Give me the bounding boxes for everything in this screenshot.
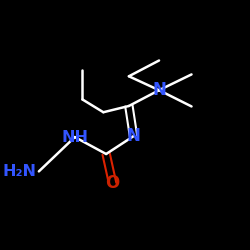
Text: O: O (106, 174, 120, 192)
Text: NH: NH (61, 130, 88, 144)
Text: N: N (126, 127, 140, 145)
Text: N: N (152, 81, 166, 99)
Text: H₂N: H₂N (2, 164, 36, 179)
